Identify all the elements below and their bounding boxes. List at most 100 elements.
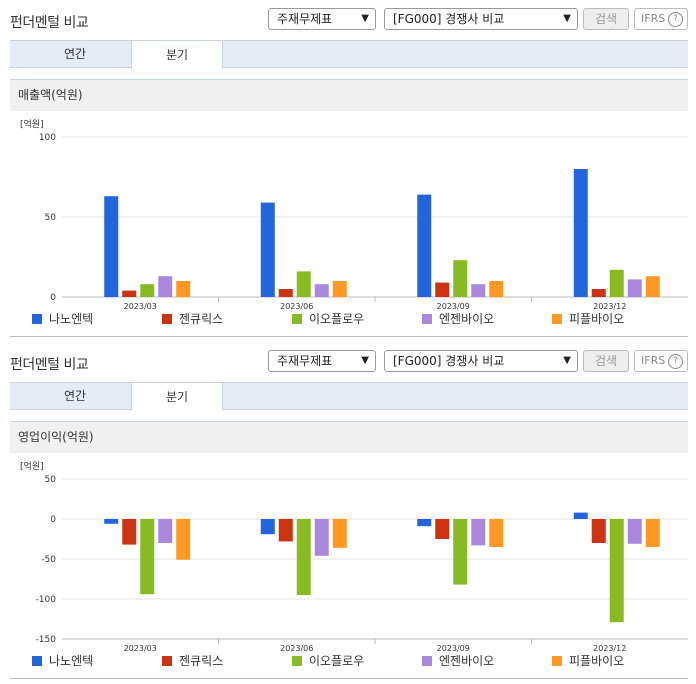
ifrs-button[interactable]: IFRS ? (634, 350, 688, 372)
bar-2023/03-엔젠바이오 (158, 276, 173, 297)
bar-2023/12-젠큐릭스 (591, 519, 606, 543)
legend-swatch (292, 314, 302, 324)
legend-swatch (162, 314, 172, 324)
bar-2023/06-피플바이오 (332, 519, 347, 548)
bar-2023/12-피플바이오 (645, 519, 660, 547)
legend-swatch (32, 656, 42, 666)
legend-label: 엔젠바이오 (439, 654, 494, 668)
y-tick-label: 0 (50, 515, 56, 525)
legend-swatch (162, 656, 172, 666)
bar-2023/12-나노엔텍 (573, 512, 588, 519)
chart-title: 매출액(억원) (10, 80, 688, 111)
operating-profit-chart-box: 영업이익(억원) [억원] 50 0 -50 -100 -150 2023/03 2023/… (10, 421, 688, 679)
bar-2023/09-나노엔텍 (417, 519, 432, 527)
statement-select-value: 주재무제표 (277, 12, 333, 26)
legend-label: 피플바이오 (569, 654, 624, 668)
bar-2023/06-엔젠바이오 (314, 284, 329, 297)
bar-2023/09-이오플로우 (453, 519, 468, 585)
tab-annual[interactable]: 연간 (63, 47, 87, 61)
bar-2023/12-엔젠바이오 (627, 519, 642, 544)
legend-label: 이오플로우 (309, 312, 364, 326)
bar-2023/12-엔젠바이오 (627, 279, 642, 297)
legend-label: 피플바이오 (569, 312, 624, 326)
period-tabs: 연간 분기 (10, 40, 688, 69)
panel-header: 펀더멘털 비교 주재무제표 ▼ [FG000] 경쟁사 비교 ▼ 검색 IFRS… (0, 0, 696, 34)
bar-2023/09-젠큐릭스 (435, 282, 450, 297)
bar-2023/09-엔젠바이오 (471, 284, 486, 297)
operating-profit-chart: 50 0 -50 -100 -150 2023/03 2023/06 2023/09 2023/… (32, 475, 688, 668)
unit-label: [억원] (20, 120, 44, 130)
legend-swatch (32, 314, 42, 324)
compare-select[interactable]: [FG000] 경쟁사 비교 ▼ (384, 350, 578, 372)
bar-2023/06-이오플로우 (296, 519, 311, 595)
bar-2023/12-이오플로우 (609, 519, 624, 623)
y-tick-label: 50 (45, 213, 57, 223)
legend-swatch (422, 656, 432, 666)
y-tick-label: 100 (39, 133, 56, 143)
chevron-down-icon: ▼ (563, 355, 571, 366)
panel-title: 펀더멘털 비교 (10, 15, 89, 31)
legend-label: 나노엔텍 (49, 654, 93, 668)
bar-2023/06-나노엔텍 (260, 202, 275, 297)
bar-2023/12-이오플로우 (609, 269, 624, 297)
y-tick-label: -150 (36, 635, 57, 645)
bar-2023/09-피플바이오 (489, 281, 504, 297)
y-tick-label: 50 (45, 475, 57, 485)
panel-header: 펀더멘털 비교 주재무제표 ▼ [FG000] 경쟁사 비교 ▼ 검색 IFRS… (0, 342, 696, 376)
tab-quarterly[interactable]: 분기 (131, 382, 223, 411)
bar-2023/09-엔젠바이오 (471, 519, 486, 546)
bar-2023/06-나노엔텍 (260, 519, 275, 535)
panel-title: 펀더멘털 비교 (10, 357, 89, 373)
bar-2023/09-나노엔텍 (417, 194, 432, 297)
panel-revenue: 펀더멘털 비교 주재무제표 ▼ [FG000] 경쟁사 비교 ▼ 검색 IFRS… (0, 0, 696, 337)
statement-select[interactable]: 주재무제표 ▼ (268, 8, 376, 30)
x-tick-label: 2023/06 (280, 302, 313, 311)
x-tick-label: 2023/12 (593, 644, 626, 653)
legend-label: 이오플로우 (309, 654, 364, 668)
search-button[interactable]: 검색 (583, 350, 629, 372)
legend-label: 엔젠바이오 (439, 312, 494, 326)
bar-2023/03-젠큐릭스 (122, 519, 137, 545)
bar-2023/03-이오플로우 (140, 284, 155, 297)
legend-swatch (422, 314, 432, 324)
bar-2023/03-엔젠바이오 (158, 519, 173, 543)
chart-title: 영업이익(억원) (10, 422, 688, 453)
bar-2023/12-젠큐릭스 (591, 289, 606, 297)
chevron-down-icon: ▼ (361, 355, 369, 366)
tab-annual[interactable]: 연간 (63, 389, 87, 403)
y-tick-label: -100 (36, 595, 57, 605)
bar-2023/03-젠큐릭스 (122, 290, 137, 297)
x-tick-label: 2023/06 (280, 644, 313, 653)
bar-2023/12-나노엔텍 (573, 169, 588, 297)
panel-operating-profit: 펀더멘털 비교 주재무제표 ▼ [FG000] 경쟁사 비교 ▼ 검색 IFRS… (0, 342, 696, 679)
x-tick-label: 2023/09 (437, 302, 470, 311)
help-icon[interactable]: ? (668, 12, 683, 27)
statement-select[interactable]: 주재무제표 ▼ (268, 350, 376, 372)
revenue-chart-box: 매출액(억원) [억원] 0 50 100 2023/03 2023/06 2023/09… (10, 79, 688, 337)
compare-select[interactable]: [FG000] 경쟁사 비교 ▼ (384, 8, 578, 30)
bar-2023/03-나노엔텍 (104, 519, 119, 524)
search-button[interactable]: 검색 (583, 8, 629, 30)
bar-2023/12-피플바이오 (645, 276, 660, 297)
x-tick-label: 2023/03 (124, 302, 157, 311)
x-tick-label: 2023/09 (437, 644, 470, 653)
tab-quarterly[interactable]: 분기 (131, 40, 223, 69)
chevron-down-icon: ▼ (361, 13, 369, 24)
bar-2023/03-피플바이오 (176, 281, 191, 297)
period-tabs: 연간 분기 (10, 382, 688, 411)
legend-swatch (552, 656, 562, 666)
help-icon[interactable]: ? (668, 354, 683, 369)
compare-select-value: [FG000] 경쟁사 비교 (393, 354, 505, 368)
bar-2023/03-피플바이오 (176, 519, 191, 560)
legend-label: 젠큐릭스 (179, 312, 223, 326)
x-tick-label: 2023/12 (593, 302, 626, 311)
revenue-chart: 0 50 100 2023/03 2023/06 2023/09 2023/12 나노엔텍 젠큐… (32, 133, 688, 326)
ifrs-button[interactable]: IFRS ? (634, 8, 688, 30)
bar-2023/09-젠큐릭스 (435, 519, 450, 539)
y-tick-label: 0 (50, 293, 56, 303)
bar-2023/09-피플바이오 (489, 519, 504, 547)
bar-2023/03-이오플로우 (140, 519, 155, 595)
legend-label: 젠큐릭스 (179, 654, 223, 668)
y-tick-label: -50 (41, 555, 56, 565)
ifrs-label: IFRS (641, 12, 666, 25)
